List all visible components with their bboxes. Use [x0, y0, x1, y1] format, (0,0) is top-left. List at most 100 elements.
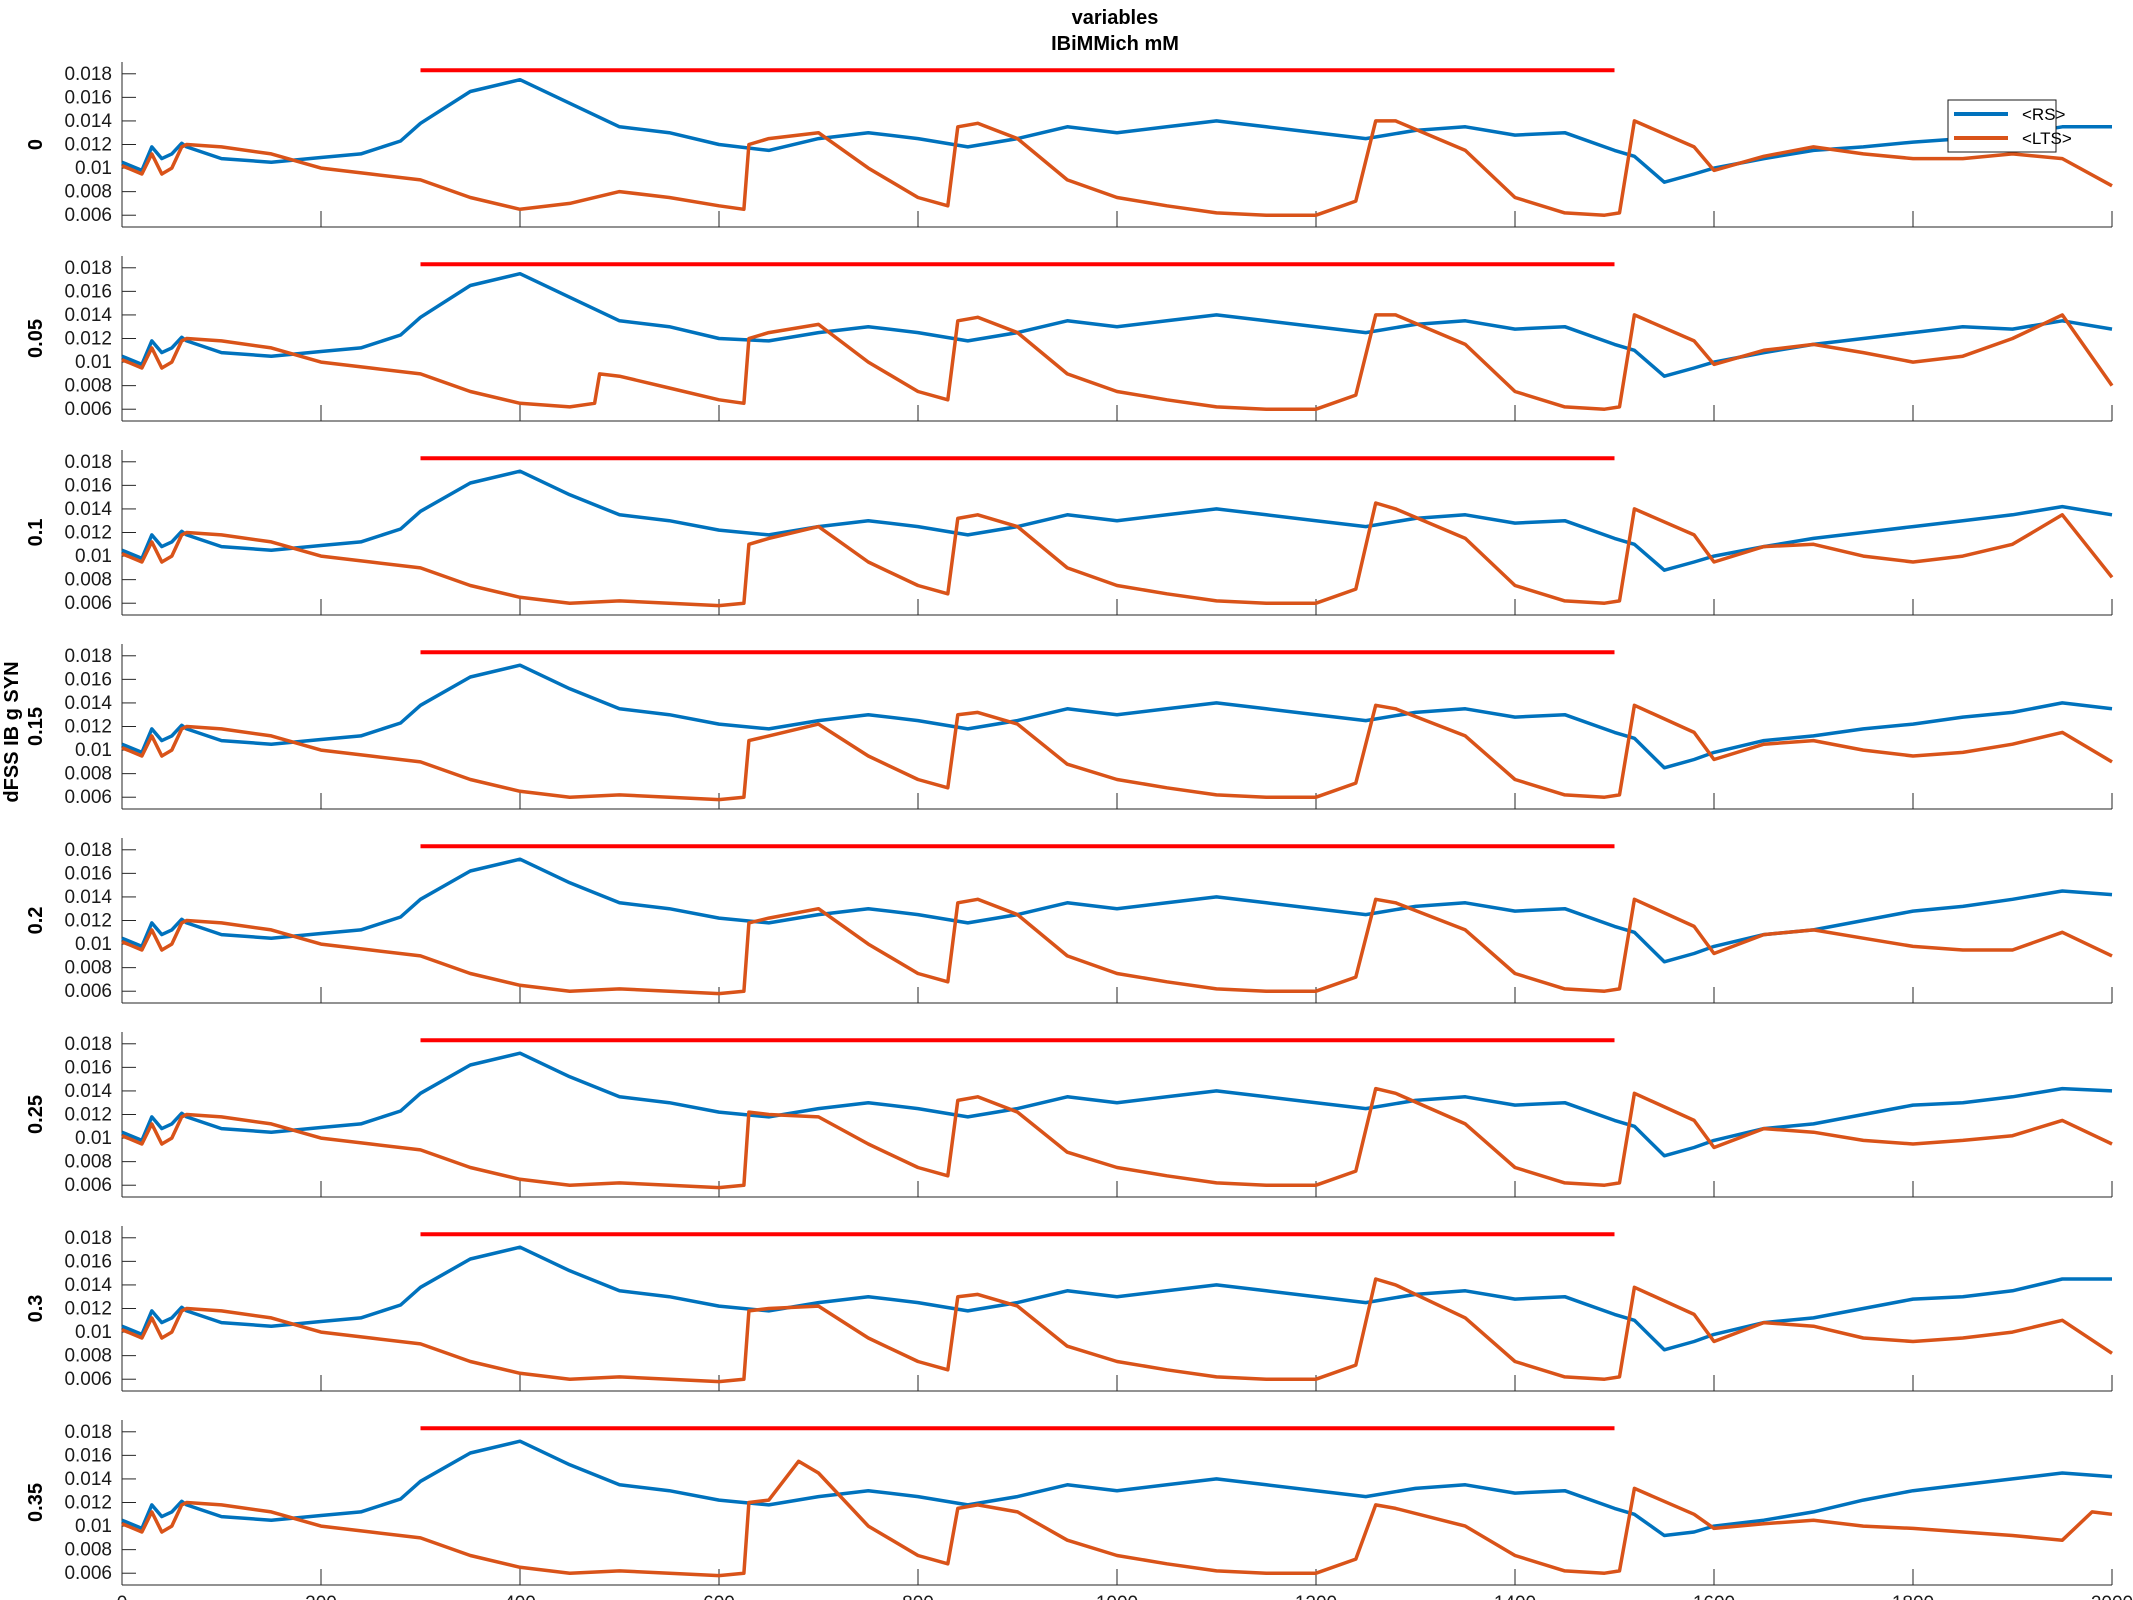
panel-label: 0.1 [25, 519, 47, 547]
legend: <RS> <LTS> [1947, 99, 2072, 153]
series-line-lts [121, 897, 2113, 996]
chart-subtitle: IBiMMich mM [1051, 33, 1179, 55]
y-tick-label: 0.012 [64, 1493, 112, 1514]
x-tick-label: 1000 [1096, 1593, 1138, 1600]
y-tick-label: 0.008 [64, 764, 112, 785]
series-line-rs [121, 1439, 2113, 1538]
y-tick-label: 0.006 [64, 1175, 112, 1196]
panel-label: 0.3 [25, 1295, 47, 1323]
y-tick-label: 0.012 [64, 1105, 112, 1126]
y-tick-label: 0.006 [64, 1563, 112, 1584]
panel-label: 0.05 [25, 319, 47, 358]
y-tick-label: 0.014 [64, 1275, 112, 1296]
y-tick-label: 0.014 [64, 111, 112, 132]
legend-label-lts: <LTS> [2022, 129, 2072, 148]
series-line-lts [121, 313, 2114, 411]
y-tick-label: 0.006 [64, 981, 112, 1002]
y-tick-label: 0.012 [64, 135, 112, 156]
y-tick-label: 0.012 [64, 1299, 112, 1320]
series-line-rs [121, 1245, 2112, 1352]
y-tick-label: 0.012 [64, 329, 112, 350]
y-tick-label: 0.014 [64, 499, 112, 520]
series-line-lts [121, 1086, 2113, 1190]
y-tick-label: 0.01 [75, 546, 112, 567]
y-tick-label: 0.018 [64, 1034, 112, 1055]
series-line-rs [121, 663, 2113, 770]
panel-label: 0.25 [25, 1095, 47, 1134]
y-tick-label: 0.012 [64, 717, 112, 738]
y-tick-label: 0.012 [64, 523, 112, 544]
panel-label: 0 [25, 139, 47, 150]
chart-title: variables [1072, 7, 1159, 29]
y-tick-label: 0.006 [64, 1369, 112, 1390]
y-tick-label: 0.006 [64, 593, 112, 614]
y-tick-label: 0.008 [64, 1152, 112, 1173]
y-tick-label: 0.008 [64, 958, 112, 979]
y-tick-label: 0.01 [75, 934, 112, 955]
x-tick-label: 1600 [1693, 1593, 1735, 1600]
y-tick-label: 0.016 [64, 669, 112, 690]
y-tick-label: 0.014 [64, 693, 112, 714]
subplot-stack: 0.0060.0080.010.0120.0140.0160.01800.006… [25, 62, 2133, 1600]
y-tick-label: 0.014 [64, 1081, 112, 1102]
y-tick-label: 0.008 [64, 1346, 112, 1367]
x-tick-label: 800 [902, 1593, 934, 1600]
y-tick-label: 0.018 [64, 1228, 112, 1249]
y-tick-label: 0.018 [64, 64, 112, 85]
series-line-lts [121, 1277, 2113, 1384]
series-line-lts [121, 1459, 2113, 1578]
x-tick-label: 200 [305, 1593, 337, 1600]
y-tick-label: 0.016 [64, 1251, 112, 1272]
y-tick-label: 0.018 [64, 1422, 112, 1443]
y-axis-label: dFSS IB g SYN [1, 661, 23, 802]
y-tick-label: 0.016 [64, 87, 112, 108]
y-tick-label: 0.016 [64, 1057, 112, 1078]
y-tick-label: 0.008 [64, 376, 112, 397]
y-tick-label: 0.006 [64, 787, 112, 808]
y-tick-label: 0.014 [64, 1469, 112, 1490]
y-tick-label: 0.008 [64, 182, 112, 203]
legend-box [1947, 99, 2057, 153]
series-line-lts [121, 501, 2114, 608]
x-tick-label: 2000 [2091, 1593, 2133, 1600]
series-line-lts [121, 703, 2113, 802]
panel-label: 0.15 [25, 707, 47, 746]
y-tick-label: 0.012 [64, 911, 112, 932]
y-tick-label: 0.016 [64, 475, 112, 496]
y-tick-label: 0.01 [75, 1516, 112, 1537]
y-tick-label: 0.01 [75, 1128, 112, 1149]
y-tick-label: 0.01 [75, 740, 112, 761]
panel-label: 0.2 [25, 907, 47, 935]
series-line-lts [121, 119, 2113, 217]
y-tick-label: 0.018 [64, 258, 112, 279]
y-tick-label: 0.01 [75, 158, 112, 179]
y-tick-label: 0.006 [64, 399, 112, 420]
x-tick-label: 1200 [1295, 1593, 1337, 1600]
y-tick-label: 0.018 [64, 452, 112, 473]
legend-label-rs: <RS> [2022, 105, 2066, 124]
y-tick-label: 0.016 [64, 1445, 112, 1466]
y-tick-label: 0.008 [64, 1540, 112, 1561]
y-tick-label: 0.016 [64, 281, 112, 302]
x-tick-label: 1400 [1494, 1593, 1536, 1600]
y-tick-label: 0.014 [64, 887, 112, 908]
panel-label: 0.35 [25, 1483, 47, 1522]
x-tick-label: 600 [703, 1593, 735, 1600]
y-tick-label: 0.008 [64, 570, 112, 591]
y-tick-label: 0.016 [64, 863, 112, 884]
x-tick-label: 400 [504, 1593, 536, 1600]
y-tick-label: 0.014 [64, 305, 112, 326]
series-line-rs [121, 1051, 2113, 1158]
y-tick-label: 0.01 [75, 1322, 112, 1343]
